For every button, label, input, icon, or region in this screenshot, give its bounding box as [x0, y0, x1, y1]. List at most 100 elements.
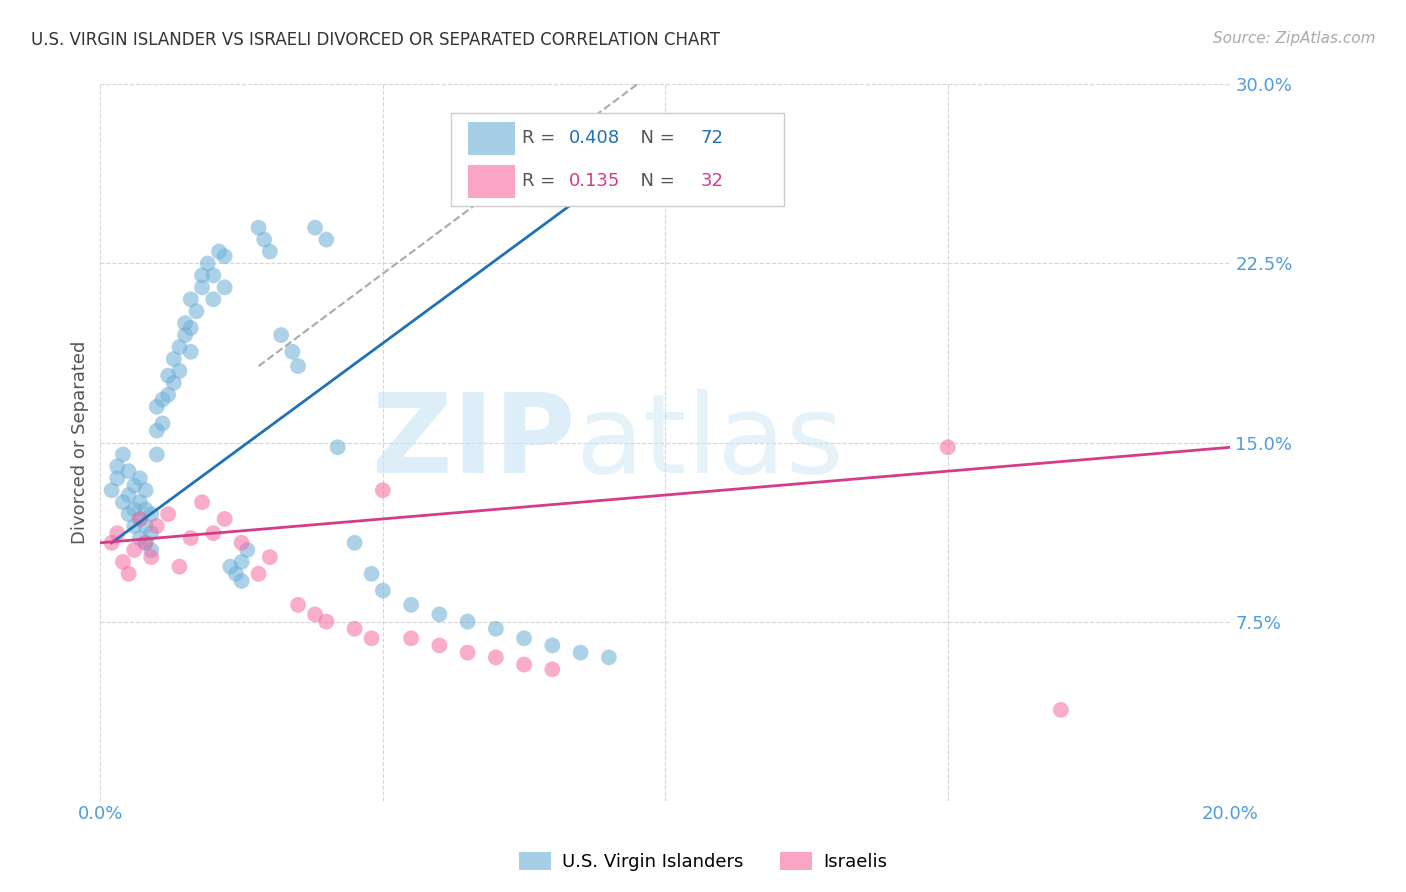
- Point: [513, 632, 536, 646]
- Point: [360, 566, 382, 581]
- Point: [270, 328, 292, 343]
- Point: [105, 459, 128, 474]
- Point: [141, 507, 163, 521]
- Point: [191, 280, 214, 294]
- Point: [180, 293, 202, 307]
- Point: [485, 622, 508, 636]
- Point: [129, 512, 152, 526]
- Point: [163, 351, 186, 366]
- Point: [541, 662, 564, 676]
- Point: [111, 555, 134, 569]
- Point: [129, 512, 152, 526]
- Point: [343, 622, 366, 636]
- Point: [936, 440, 959, 454]
- Y-axis label: Divorced or Separated: Divorced or Separated: [72, 341, 89, 544]
- Point: [191, 268, 214, 283]
- Point: [163, 376, 186, 390]
- Point: [105, 526, 128, 541]
- Point: [157, 388, 180, 402]
- Point: [129, 495, 152, 509]
- Text: atlas: atlas: [575, 389, 844, 496]
- Text: N =: N =: [630, 172, 681, 190]
- Point: [304, 220, 326, 235]
- Point: [231, 574, 253, 588]
- Point: [180, 321, 202, 335]
- Point: [174, 316, 197, 330]
- Point: [287, 598, 309, 612]
- Point: [122, 502, 145, 516]
- Point: [360, 632, 382, 646]
- Point: [259, 550, 281, 565]
- Point: [117, 464, 139, 478]
- Point: [259, 244, 281, 259]
- Point: [247, 566, 270, 581]
- Point: [186, 304, 208, 318]
- Point: [427, 607, 450, 622]
- Point: [569, 646, 592, 660]
- FancyBboxPatch shape: [468, 165, 515, 198]
- Point: [169, 340, 191, 354]
- Point: [191, 495, 214, 509]
- Point: [208, 244, 231, 259]
- Text: 0.135: 0.135: [569, 172, 620, 190]
- Point: [157, 368, 180, 383]
- Point: [197, 256, 219, 270]
- Point: [152, 392, 174, 407]
- Point: [202, 293, 225, 307]
- Point: [122, 519, 145, 533]
- Point: [287, 359, 309, 373]
- Point: [111, 447, 134, 461]
- Point: [169, 364, 191, 378]
- Point: [513, 657, 536, 672]
- Point: [141, 550, 163, 565]
- Point: [231, 555, 253, 569]
- Point: [129, 471, 152, 485]
- Point: [146, 400, 169, 414]
- Point: [152, 417, 174, 431]
- Point: [100, 536, 122, 550]
- Point: [169, 559, 191, 574]
- FancyBboxPatch shape: [468, 121, 515, 154]
- Point: [1050, 703, 1073, 717]
- Point: [146, 424, 169, 438]
- Text: Source: ZipAtlas.com: Source: ZipAtlas.com: [1212, 31, 1375, 46]
- Point: [157, 507, 180, 521]
- Point: [135, 483, 157, 498]
- Point: [457, 615, 479, 629]
- Point: [111, 495, 134, 509]
- Point: [146, 519, 169, 533]
- Point: [247, 220, 270, 235]
- Point: [281, 344, 304, 359]
- Point: [135, 502, 157, 516]
- Point: [541, 639, 564, 653]
- Point: [231, 536, 253, 550]
- Point: [214, 512, 236, 526]
- Point: [399, 632, 422, 646]
- Point: [304, 607, 326, 622]
- Point: [122, 543, 145, 558]
- Point: [122, 478, 145, 492]
- Point: [315, 233, 337, 247]
- Point: [214, 280, 236, 294]
- Point: [117, 566, 139, 581]
- Text: ZIP: ZIP: [371, 389, 575, 496]
- Text: N =: N =: [630, 129, 681, 147]
- Point: [117, 488, 139, 502]
- Point: [135, 536, 157, 550]
- Text: R =: R =: [522, 172, 567, 190]
- Text: 0.408: 0.408: [569, 129, 620, 147]
- Point: [141, 526, 163, 541]
- Point: [598, 650, 620, 665]
- Point: [180, 344, 202, 359]
- Point: [236, 543, 259, 558]
- Point: [485, 650, 508, 665]
- FancyBboxPatch shape: [451, 113, 785, 206]
- Point: [371, 483, 394, 498]
- Point: [427, 639, 450, 653]
- Point: [135, 536, 157, 550]
- Point: [214, 249, 236, 263]
- Point: [399, 598, 422, 612]
- Point: [225, 566, 247, 581]
- Text: 72: 72: [700, 129, 723, 147]
- Point: [180, 531, 202, 545]
